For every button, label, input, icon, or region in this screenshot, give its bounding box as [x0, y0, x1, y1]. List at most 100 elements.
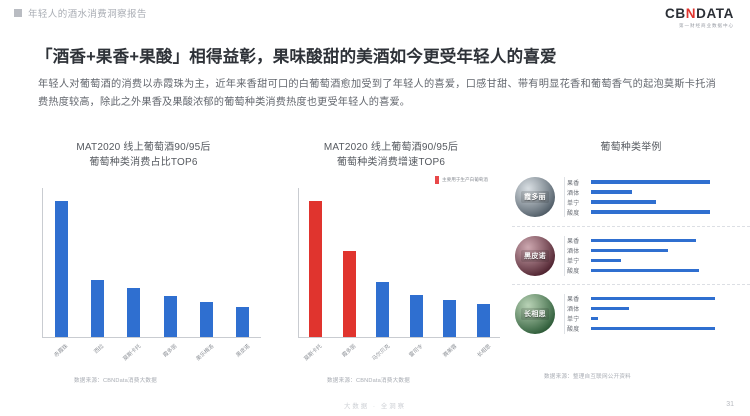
chart2-title: MAT2020 线上葡萄酒90/95后 葡萄种类消费增速TOP6	[272, 140, 510, 170]
bar-赛美蓉	[443, 300, 457, 337]
x-label-赛美蓉: 赛美蓉	[442, 343, 459, 359]
x-label-马尔贝克: 马尔贝克	[370, 343, 391, 363]
x-label-西拉: 西拉	[93, 343, 106, 356]
attribute-bar-酸度	[591, 210, 710, 214]
grape-examples-panel: 葡萄种类举例 霞多丽 果香 酒体 单宁 酸度 黑皮诺 果香 酒体 单宁 酸度 长相思 果香 酒体 单宁 酸度…	[512, 140, 750, 400]
grape-name-label: 长相思	[521, 307, 549, 320]
chart2-plot-area	[298, 188, 500, 338]
attribute-row: 酸度	[565, 266, 744, 276]
attribute-label-单宁: 单宁	[567, 200, 580, 207]
attribute-label-酸度: 酸度	[567, 327, 580, 333]
chart2-canvas	[272, 188, 510, 338]
bar-赤霞珠	[54, 200, 68, 337]
page-title: 「酒香+果香+果酸」相得益彰，果味酸甜的美酒如今更受年轻人的喜爱	[36, 48, 557, 66]
panel3-title: 葡萄种类举例	[600, 142, 662, 153]
report-tag-label: 年轻人的酒水消费洞察报告	[28, 9, 147, 20]
attribute-bar-果香	[591, 238, 697, 243]
legend-swatch-icon	[435, 176, 440, 184]
chart2-title-line2: 葡萄种类消费增速TOP6	[336, 157, 446, 168]
x-label-长相思: 长相思	[475, 343, 492, 359]
header-bar: 年轻人的酒水消费洞察报告	[0, 0, 750, 26]
chart1-plot-area	[42, 188, 261, 338]
chart2-bars	[299, 188, 500, 337]
bar-雷司令	[409, 294, 423, 337]
attribute-label-酸度: 酸度	[567, 210, 580, 217]
attribute-row: 酒体	[565, 246, 744, 256]
legend-label: 主要用于生产白葡萄酒	[442, 177, 488, 182]
footer-slogan: 大数据 · 全洞察	[343, 403, 407, 410]
attribute-row: 单宁	[565, 197, 744, 207]
attribute-label-酒体: 酒体	[567, 249, 580, 255]
grape-attribute-bars: 果香 酒体 单宁 酸度	[564, 235, 750, 276]
logo-text-cb: CB	[665, 6, 686, 21]
attribute-row: 果香	[565, 177, 744, 187]
x-label-美乐梅洛: 美乐梅洛	[195, 343, 216, 363]
attribute-row: 单宁	[565, 314, 744, 324]
x-label-赤霞珠: 赤霞珠	[53, 343, 70, 359]
chart1-title-line1: MAT2020 线上葡萄酒90/95后	[76, 142, 211, 153]
attribute-label-单宁: 单宁	[567, 259, 580, 265]
attribute-row: 果香	[565, 294, 744, 304]
x-label-莫斯卡托: 莫斯卡托	[303, 343, 324, 363]
bar-长相思	[476, 304, 490, 337]
attribute-bar-酒体	[591, 248, 668, 253]
page-number: 31	[726, 401, 734, 408]
attribute-bar-单宁	[591, 200, 656, 204]
attribute-row: 酸度	[565, 207, 744, 217]
chart2-source: 数据来源：CBNData消费大数据	[327, 378, 410, 384]
attribute-bar-酸度	[591, 268, 699, 273]
chart1-title: MAT2020 线上葡萄酒90/95后 葡萄种类消费占比TOP6	[16, 140, 271, 170]
chart-panel-share: MAT2020 线上葡萄酒90/95后 葡萄种类消费占比TOP6 赤霞珠 西拉 莫斯…	[16, 140, 271, 400]
bar-西拉	[90, 279, 104, 337]
bar-霞多丽	[163, 296, 177, 337]
attribute-row: 果香	[565, 236, 744, 246]
grape-card-list: 霞多丽 果香 酒体 单宁 酸度 黑皮诺 果香 酒体 单宁 酸度 长相思 果香 酒体 单宁 酸度	[512, 168, 750, 342]
grape-card: 黑皮诺 果香酒体单宁酸度	[512, 226, 750, 284]
grape-card: 霞多丽 果香 酒体 单宁 酸度	[512, 168, 750, 226]
bullet-square-icon	[14, 9, 22, 17]
body-paragraph: 年轻人对葡萄酒的消费以赤霞珠为主，近年来香甜可口的白葡萄酒愈加受到了年轻人的喜爱…	[38, 79, 716, 108]
bar-马尔贝克	[376, 282, 390, 337]
attribute-row: 酒体	[565, 187, 744, 197]
attribute-label-果香: 果香	[567, 180, 580, 187]
chart-panel-growth: MAT2020 线上葡萄酒90/95后 葡萄种类消费增速TOP6 主要用于生产白…	[272, 140, 510, 400]
attribute-label-单宁: 单宁	[567, 317, 580, 323]
attribute-bar-酸度	[591, 326, 716, 331]
bar-黑皮诺	[236, 307, 250, 337]
x-label-雷司令: 雷司令	[408, 343, 425, 359]
chart1-title-line2: 葡萄种类消费占比TOP6	[89, 157, 198, 168]
panel3-source: 数据来源：整理自互联网公开资料	[544, 374, 631, 380]
attribute-bar-酒体	[591, 190, 632, 194]
chart1-x-axis-labels: 赤霞珠 西拉 莫斯卡托 霞多丽 美乐梅洛 黑皮诺	[42, 342, 261, 362]
grape-name-label: 黑皮诺	[521, 249, 549, 262]
x-label-霞多丽: 霞多丽	[341, 343, 358, 359]
bar-美乐梅洛	[199, 301, 213, 337]
attribute-bar-单宁	[591, 316, 598, 321]
attribute-bar-酒体	[591, 306, 629, 311]
grape-image-长相思: 长相思	[515, 293, 555, 334]
grape-attribute-bars: 果香 酒体 单宁 酸度	[564, 293, 750, 334]
logo-text-x: N	[685, 6, 697, 21]
attribute-label-酒体: 酒体	[567, 307, 580, 313]
logo-text-data: DATA	[696, 6, 734, 21]
x-label-黑皮诺: 黑皮诺	[235, 343, 252, 359]
grape-image-黑皮诺: 黑皮诺	[515, 235, 555, 276]
attribute-label-酒体: 酒体	[567, 190, 580, 197]
attribute-bar-单宁	[591, 258, 621, 263]
attribute-label-果香: 果香	[567, 297, 580, 303]
attribute-label-果香: 果香	[567, 239, 580, 245]
attribute-label-酸度: 酸度	[567, 269, 580, 275]
attribute-row: 单宁	[565, 256, 744, 266]
grape-image-霞多丽: 霞多丽	[515, 177, 555, 217]
grape-attribute-bars: 果香 酒体 单宁 酸度	[564, 177, 750, 217]
chart1-canvas	[16, 188, 271, 338]
chart2-legend: 主要用于生产白葡萄酒	[435, 176, 488, 184]
attribute-bar-果香	[591, 296, 716, 301]
bar-莫斯卡托	[127, 287, 141, 337]
chart1-source: 数据来源：CBNData消费大数据	[74, 378, 157, 384]
bar-霞多丽	[342, 251, 356, 337]
logo-wordmark: CBNDATA	[665, 7, 734, 21]
attribute-bar-果香	[591, 180, 710, 184]
cbndata-logo: CBNDATA 第一财经商业数据中心	[665, 7, 734, 29]
